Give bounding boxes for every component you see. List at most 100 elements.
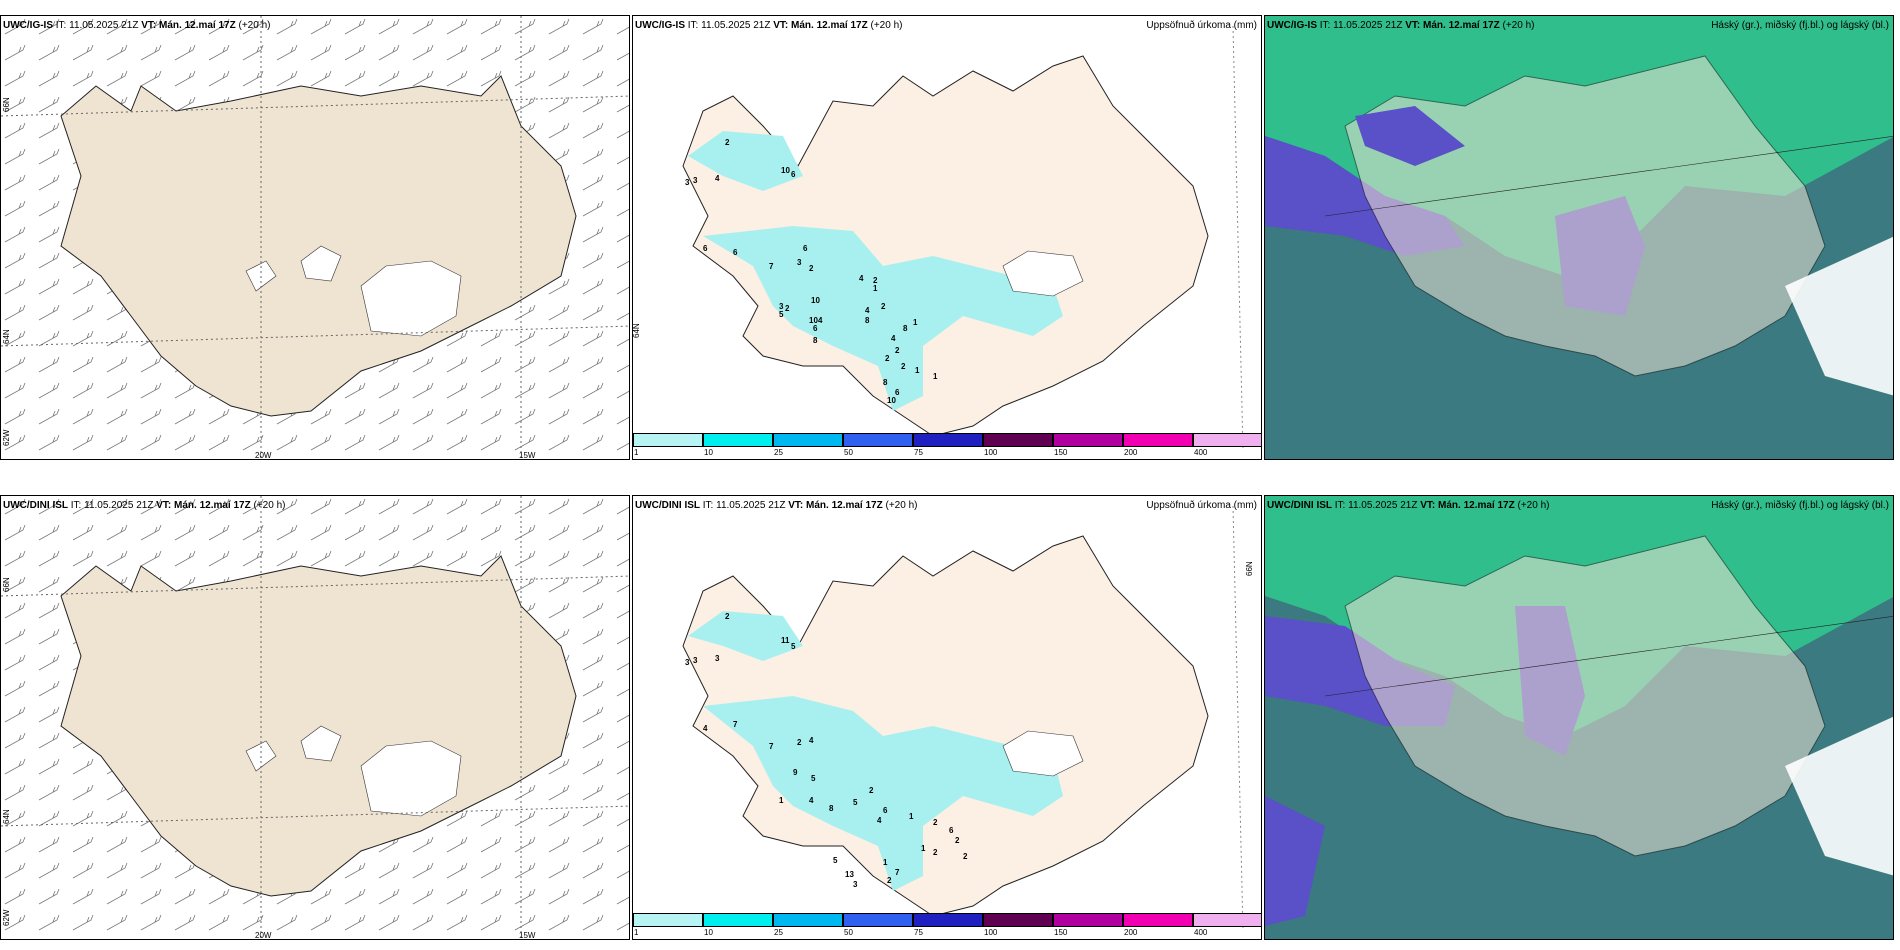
iceland-land: [60, 555, 577, 897]
colorbar-label: 10: [704, 448, 713, 457]
iceland-land: [682, 55, 1209, 437]
iceland-land: [682, 535, 1209, 917]
precip-value: 3: [693, 656, 698, 665]
colorbar-swatch: [1123, 433, 1193, 447]
precip-value: 8: [813, 336, 818, 345]
precip-title: Uppsöfnuð úrkoma (mm): [1146, 20, 1257, 31]
panel-header: UWC/DINI ISL IT: 11.05.2025 21Z VT: Mán.…: [1267, 500, 1550, 511]
precip-value: 4: [891, 334, 896, 343]
precip-value: 3: [853, 880, 858, 889]
precip-area: [703, 226, 1063, 411]
mid-cloud: [1355, 106, 1465, 166]
precip-value: 10: [809, 316, 818, 325]
precip-value: 8: [903, 324, 908, 333]
glacier: [1002, 250, 1084, 297]
precip-value: 10: [887, 396, 896, 405]
precip-value: 1: [873, 284, 878, 293]
precip-value: 5: [833, 856, 838, 865]
colorbar-swatch: [913, 433, 983, 447]
precip-value: 1: [915, 366, 920, 375]
precip-value: 3: [715, 654, 720, 663]
colorbar-swatch: [843, 433, 913, 447]
panel-header: UWC/IG-IS IT: 11.05.2025 21Z VT: Mán. 12…: [635, 20, 903, 31]
precip-value: 2: [895, 346, 900, 355]
clear-sky: [1785, 716, 1893, 876]
iceland-land: [1344, 535, 1826, 857]
precip-value: 1: [921, 844, 926, 853]
colorbar-swatch: [773, 913, 843, 927]
colorbar-label: 50: [844, 928, 853, 937]
clear-sky: [1785, 236, 1893, 396]
panel-header: UWC/IG-IS IT: 11.05.2025 21Z VT: Mán. 12…: [1267, 20, 1535, 31]
glacier: [360, 740, 462, 817]
iceland-land: [1344, 55, 1826, 377]
colorbar-label: 75: [914, 448, 923, 457]
precip-value: 2: [785, 304, 790, 313]
precip-value: 6: [733, 248, 738, 257]
precip-value: 2: [797, 738, 802, 747]
precip-value: 3: [693, 176, 698, 185]
glacier: [300, 245, 342, 282]
colorbar-swatch: [913, 913, 983, 927]
precip-value: 7: [895, 868, 900, 877]
lon-tick: 62W: [2, 429, 11, 446]
precip-value: 2: [955, 836, 960, 845]
lat-tick: 66N: [2, 97, 11, 112]
glacier: [300, 725, 342, 762]
cloud-map: [1265, 496, 1893, 939]
mid-cloud: [1265, 796, 1325, 926]
precip-map: [682, 25, 1244, 452]
wind-map-panel-top: UWC/IG-IS IT: 11.05.2025 21Z VT: Mán. 12…: [0, 15, 630, 460]
precip-value: 2: [963, 852, 968, 861]
glacier: [1002, 730, 1084, 777]
precip-value: 6: [703, 244, 708, 253]
precip-map: [682, 505, 1244, 932]
colorbar-label: 25: [774, 448, 783, 457]
precip-value: 3: [685, 658, 690, 667]
colorbar-label: 200: [1124, 928, 1138, 937]
precip-value: 4: [715, 174, 720, 183]
precip-value: 2: [933, 818, 938, 827]
colorbar-swatch: [1053, 433, 1123, 447]
glacier: [360, 260, 462, 337]
precip-value: 2: [885, 354, 890, 363]
colorbar-label: 400: [1194, 928, 1208, 937]
colorbar-label: 400: [1194, 448, 1208, 457]
lon-tick: 15W: [519, 931, 536, 940]
cloud-map-panel-top: UWC/IG-IS IT: 11.05.2025 21Z VT: Mán. 12…: [1264, 15, 1894, 460]
precip-value: 11: [781, 636, 790, 645]
precip-value: 4: [877, 816, 882, 825]
colorbar-label: 100: [984, 448, 998, 457]
lon-tick: 20W: [255, 931, 272, 940]
cloud-map-panel-bottom: UWC/DINI ISL IT: 11.05.2025 21Z VT: Mán.…: [1264, 495, 1894, 940]
precip-value: 3: [797, 258, 802, 267]
lon-tick: 15W: [519, 451, 536, 460]
precip-map-panel-bottom: UWC/DINI ISL IT: 11.05.2025 21Z VT: Mán.…: [632, 495, 1262, 940]
wind-map: [1, 496, 629, 939]
precip-value: 1: [913, 318, 918, 327]
precip-value: 5: [779, 310, 784, 319]
colorbar-label: 75: [914, 928, 923, 937]
precip-value: 2: [809, 264, 814, 273]
precip-colorbar: 1 10 25 50 75 100 150 200 400: [633, 911, 1261, 939]
cloud-title: Háský (gr.), miðský (fj.bl.) og lágský (…: [1711, 500, 1889, 511]
colorbar-label: 1: [634, 448, 639, 457]
precip-value: 2: [881, 302, 886, 311]
precip-value: 2: [725, 138, 730, 147]
colorbar-label: 150: [1054, 928, 1068, 937]
precip-value: 2: [901, 362, 906, 371]
colorbar-swatch: [773, 433, 843, 447]
precip-value: 5: [811, 774, 816, 783]
precip-value: 10: [781, 166, 790, 175]
precip-value: 6: [895, 388, 900, 397]
colorbar-label: 25: [774, 928, 783, 937]
colorbar-swatch: [1123, 913, 1193, 927]
colorbar-swatch: [1193, 913, 1261, 927]
precip-value: 3: [779, 302, 784, 311]
iceland-land: [60, 75, 577, 417]
panel-header: UWC/DINI ISL IT: 11.05.2025 21Z VT: Mán.…: [3, 500, 286, 511]
colorbar-swatch: [1193, 433, 1261, 447]
colorbar-label: 10: [704, 928, 713, 937]
precip-value: 5: [791, 642, 796, 651]
precip-value: 6: [883, 806, 888, 815]
